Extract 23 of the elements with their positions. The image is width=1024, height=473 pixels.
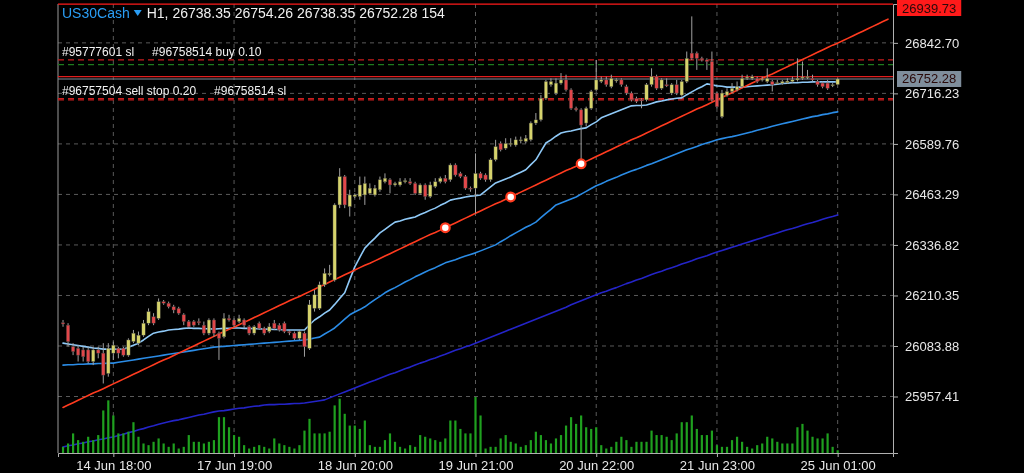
x-tick-label: 20 Jun 22:00	[559, 458, 635, 473]
ref-line-label: #96757504 sell stop 0.20	[62, 83, 197, 98]
y-tick-label: 26589.76	[905, 136, 960, 152]
x-tick-label: 17 Jun 19:00	[196, 458, 273, 473]
y-tick-label: 26842.70	[905, 35, 960, 51]
chart-subtitle: H1, 26738.35 26754.26 26738.35 26752.28 154	[146, 5, 446, 21]
ref-line-label: #96758514 sl	[214, 83, 287, 98]
ref-line-label: 26939.73	[902, 0, 957, 16]
ref-line-label: #95777601 sl	[62, 44, 135, 59]
y-tick-label: 26463.29	[905, 187, 960, 203]
y-tick-label: 26716.23	[905, 86, 960, 102]
x-tick-label: 14 Jun 18:00	[76, 458, 152, 473]
x-tick-label: 18 Jun 20:00	[317, 458, 393, 473]
ref-line-label: 26752.28	[902, 71, 957, 87]
ref-line-label: #96758514 buy 0.10	[152, 44, 262, 59]
y-tick-label: 26083.88	[905, 338, 960, 354]
x-tick-label: 21 Jun 23:00	[679, 458, 756, 473]
y-tick-label: 26210.35	[905, 288, 960, 304]
y-tick-label: 26336.82	[905, 237, 960, 253]
y-tick-label: 25957.41	[905, 389, 960, 405]
chart-title: US30Cash	[62, 5, 130, 21]
x-tick-label: 25 Jun 01:00	[800, 458, 876, 473]
x-tick-label: 19 Jun 21:00	[438, 458, 514, 473]
